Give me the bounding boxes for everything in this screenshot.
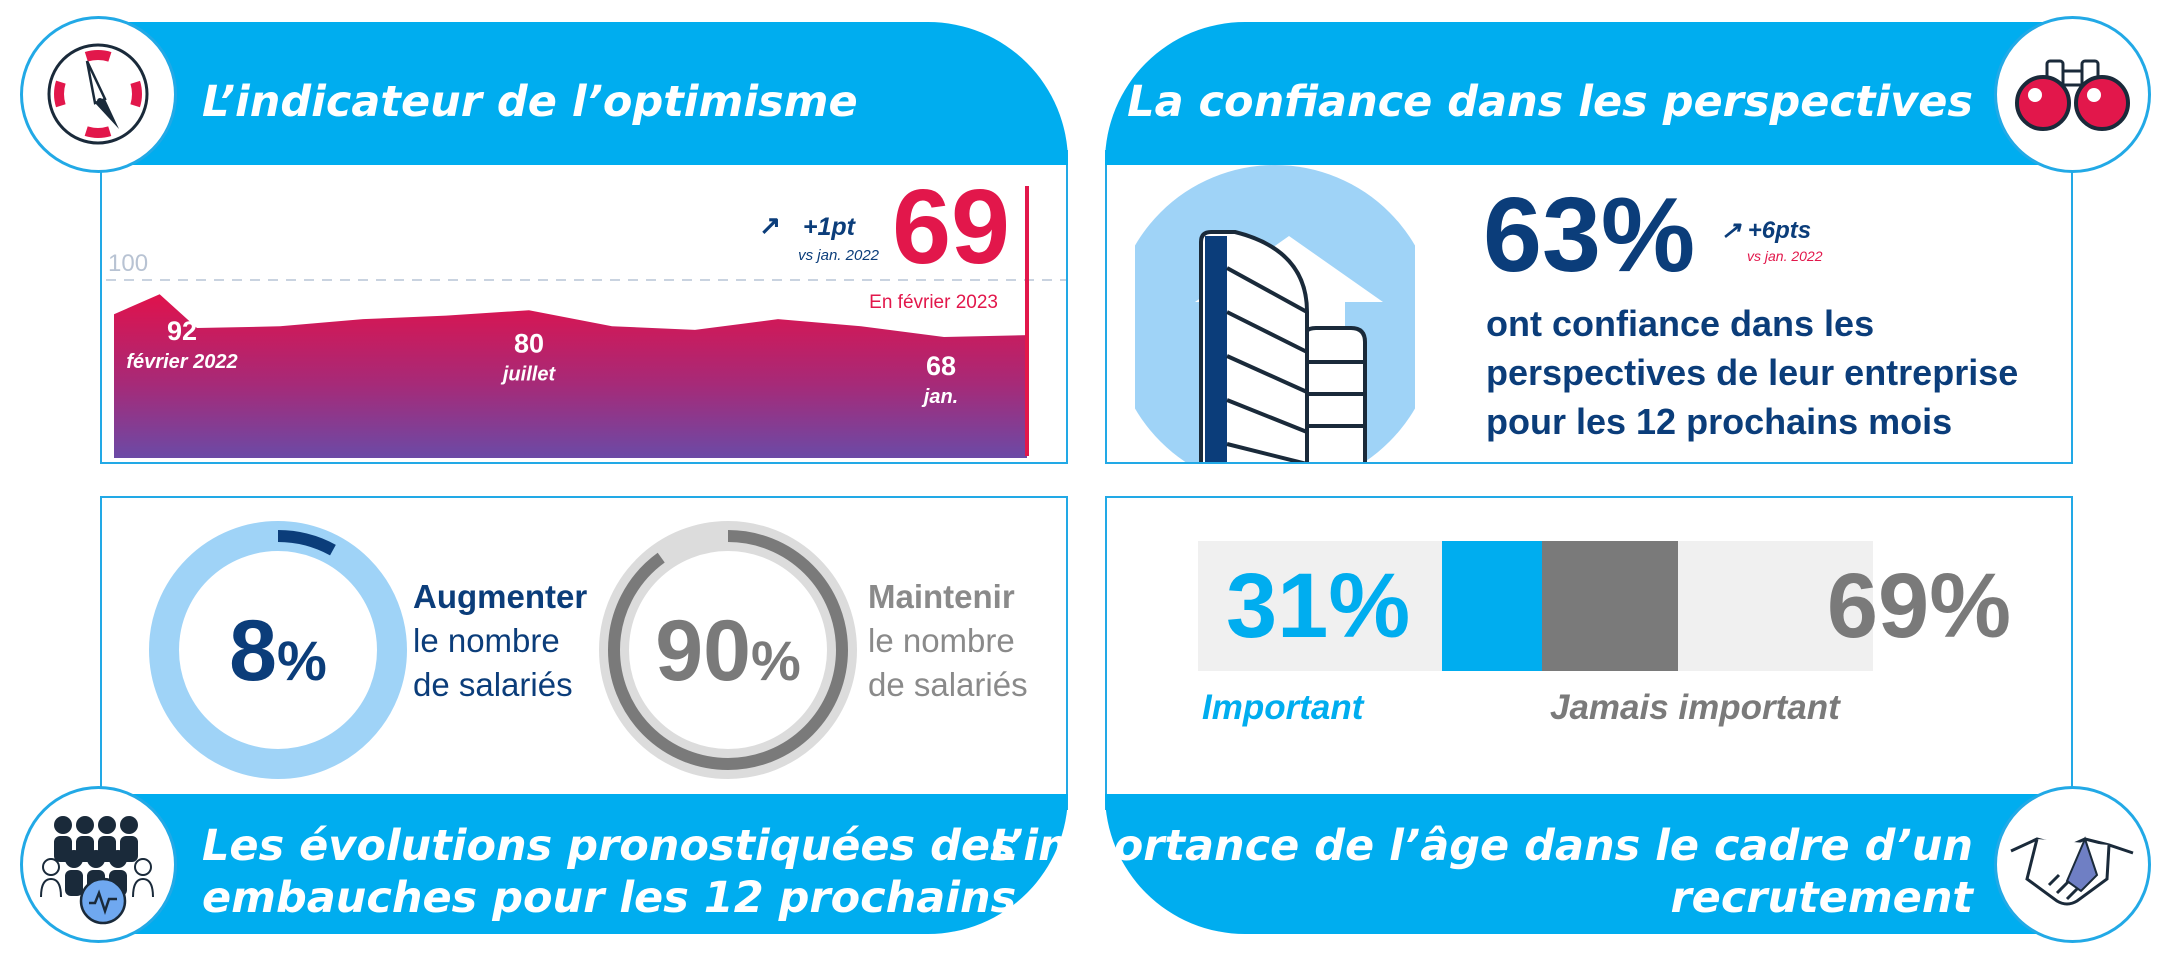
compass-icon xyxy=(47,43,149,145)
confidence-change-text: +6pts xyxy=(1747,217,1812,244)
never-important-segment xyxy=(1542,541,1678,671)
confidence-description-line: perspectives de leur entreprise xyxy=(1486,352,2019,393)
handshake-icon xyxy=(2010,836,2134,906)
binoculars-icon xyxy=(2015,59,2130,131)
confidence-value: 63% xyxy=(1483,176,1696,294)
maintain-label: Maintenir le nombre de salariés xyxy=(868,575,1028,707)
building-illustration xyxy=(1135,165,1415,462)
handshake-badge xyxy=(1994,786,2151,943)
never-important-value: 69% xyxy=(1826,555,2011,657)
increase-label: Augmenter le nombre de salariés xyxy=(413,575,587,707)
maintain-number: 90 xyxy=(655,603,751,699)
hiring-footer xyxy=(100,794,1068,934)
increase-label-line: de salariés xyxy=(413,666,573,703)
age-footer xyxy=(1105,794,2073,934)
age-title-line: L’importance de l’âge dans le cadre d’un xyxy=(990,821,1973,871)
chart-data-label: 92 xyxy=(167,316,197,346)
people-group-icon xyxy=(40,816,154,925)
maintain-donut-arc xyxy=(608,530,848,770)
reference-label: 100 xyxy=(108,250,148,277)
hiring-title: Les évolutions pronostiquées des embauch… xyxy=(202,820,1146,924)
increase-label-bold: Augmenter xyxy=(413,578,588,615)
important-segment xyxy=(1442,541,1543,671)
age-title-line: recrutement xyxy=(1670,873,1973,923)
confidence-title: La confiance dans les perspectives xyxy=(1127,77,1973,127)
chart-data-caption: jan. xyxy=(921,386,958,408)
confidence-panel: 63% ↗ +6pts vs jan. 2022 ont confiance d… xyxy=(1105,150,2073,464)
increase-label-line: le nombre xyxy=(413,622,560,659)
increase-unit: % xyxy=(277,629,327,692)
maintain-label-bold: Maintenir xyxy=(868,578,1015,615)
optimism-area xyxy=(114,294,1027,458)
increase-donut xyxy=(149,521,407,779)
optimism-chart: 100 92 février 2022 80 juillet 68 jan. 69 +1p… xyxy=(106,168,1066,458)
hiring-title-line: embauches pour les 12 prochains mois xyxy=(202,873,1146,923)
chart-data-label: 80 xyxy=(514,328,544,358)
age-bar: 31% 69% xyxy=(1198,541,2011,671)
maintain-unit: % xyxy=(750,629,801,692)
hiring-title-line: Les évolutions pronostiquées des xyxy=(202,821,1016,871)
optimism-title: L’indicateur de l’optimisme xyxy=(202,77,858,127)
important-label: Important xyxy=(1202,688,1364,727)
never-important-label: Jamais important xyxy=(1550,688,1840,727)
increase-donut-arc xyxy=(158,530,398,770)
chart-data-caption: juillet xyxy=(500,363,557,385)
optimism-value: 69 xyxy=(892,168,1010,286)
binoculars-badge xyxy=(1994,16,2151,173)
confidence-description-line: ont confiance dans les xyxy=(1486,303,1875,344)
confidence-description-line: pour les 12 prochains mois xyxy=(1486,401,1953,442)
increase-number: 8 xyxy=(229,603,278,699)
maintain-value: 90% xyxy=(593,602,863,701)
confidence-change: ↗ +6pts xyxy=(1721,216,1811,245)
important-value: 31% xyxy=(1226,555,1411,657)
chart-data-label: 68 xyxy=(926,351,956,381)
confidence-description: ont confiance dans les perspectives de l… xyxy=(1486,299,2018,446)
confidence-change-note: vs jan. 2022 xyxy=(1747,248,1823,264)
optimism-change: +1pt xyxy=(803,213,857,241)
confidence-change-arrow: ↗ xyxy=(1721,217,1742,244)
optimism-change-note: vs jan. 2022 xyxy=(798,247,880,264)
increase-value: 8% xyxy=(143,602,413,701)
maintain-donut xyxy=(599,521,857,779)
chart-data-caption: février 2022 xyxy=(126,351,237,373)
optimism-change-arrow: ↗ xyxy=(759,210,781,240)
people-badge xyxy=(20,786,177,943)
optimism-value-caption: En février 2023 xyxy=(869,292,998,313)
maintain-label-line: de salariés xyxy=(868,666,1028,703)
compass-badge xyxy=(20,16,177,173)
confidence-header xyxy=(1105,22,2073,165)
optimism-header xyxy=(100,22,1068,165)
maintain-label-line: le nombre xyxy=(868,622,1015,659)
age-title: L’importance de l’âge dans le cadre d’un… xyxy=(990,820,1973,924)
